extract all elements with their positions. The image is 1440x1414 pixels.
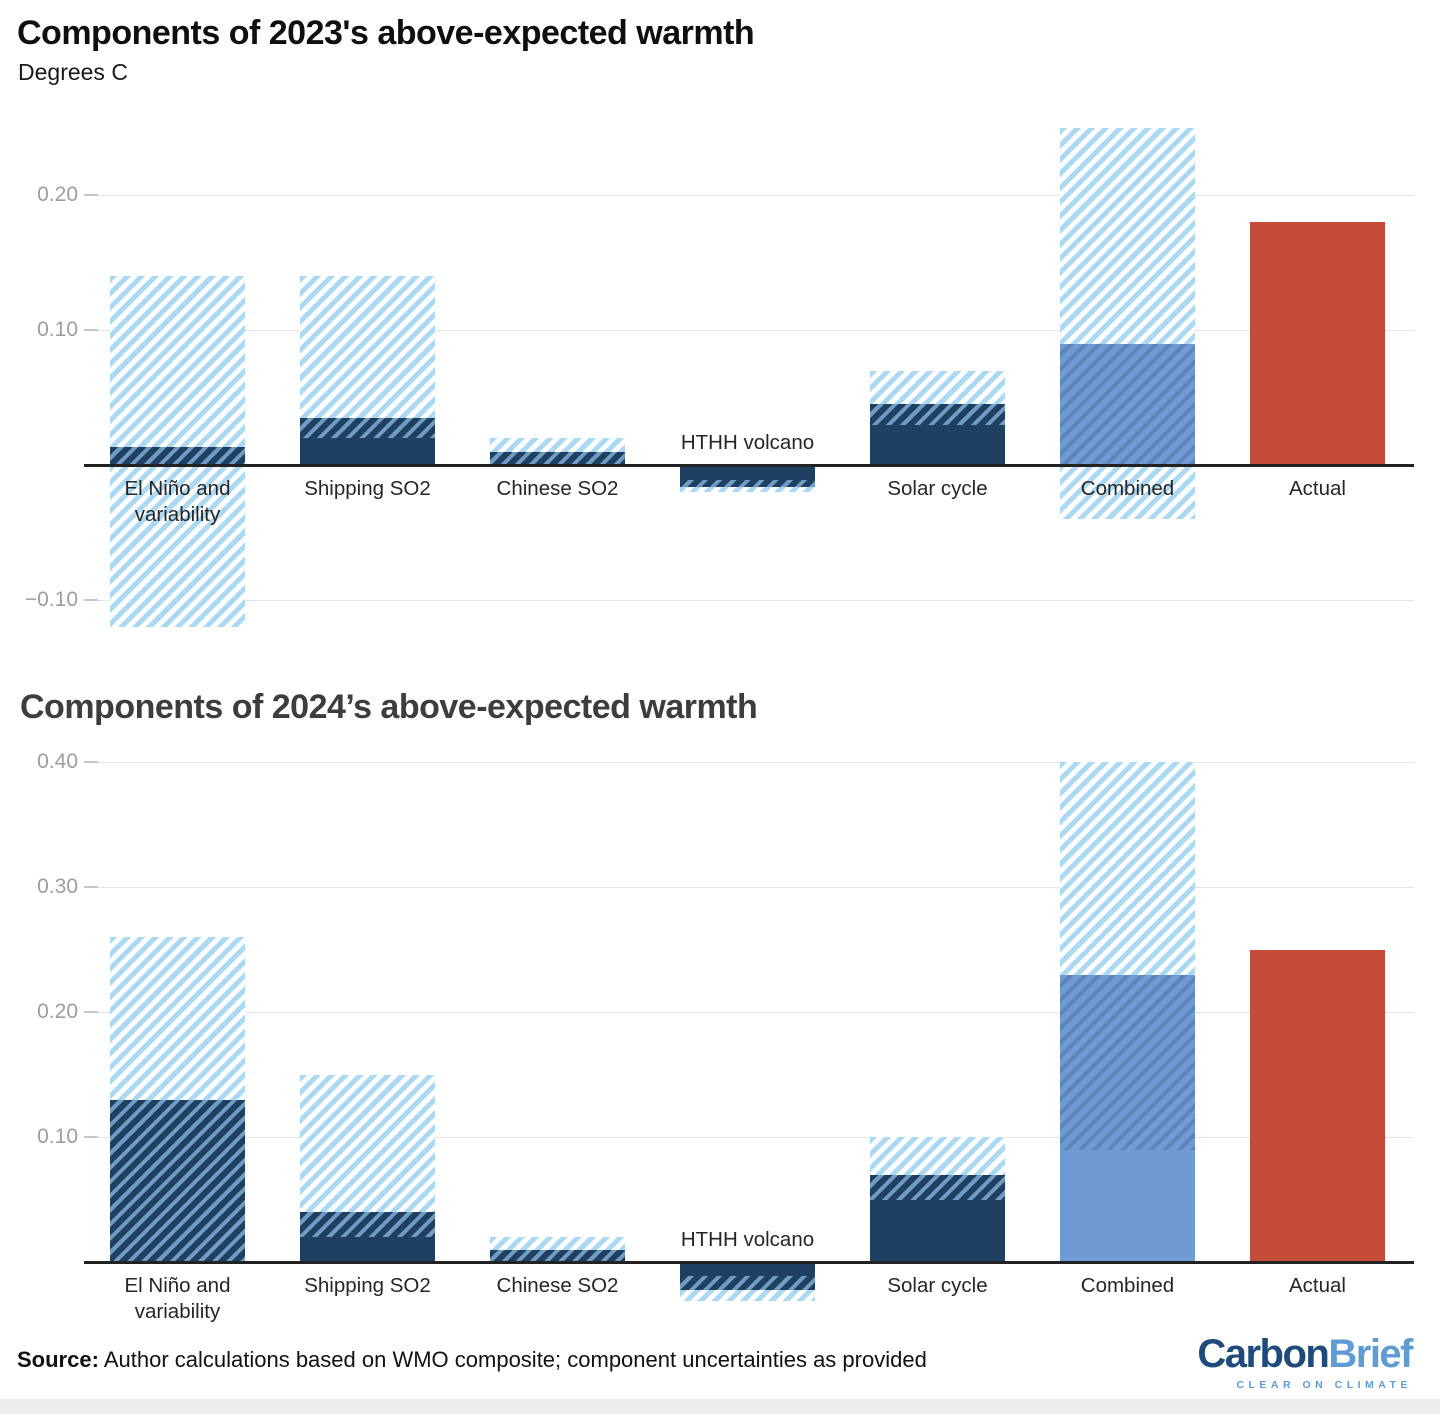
category-label-combined: Combined bbox=[1080, 477, 1175, 500]
tick-mark-0.40 bbox=[84, 761, 98, 763]
bar-el-ni-o-and-variability-overlap bbox=[110, 447, 245, 465]
bar-hthh-volcano-solid bbox=[680, 465, 815, 480]
bar-combined-solid bbox=[1060, 1149, 1195, 1262]
category-label-el-ni-o-and-variability: El Niño and variability bbox=[124, 477, 231, 526]
category-label-chinese-so2: Chinese SO2 bbox=[496, 477, 619, 500]
source-note: Source: Author calculations based on WMO… bbox=[17, 1347, 927, 1373]
bar-combined-light bbox=[1060, 465, 1195, 519]
chart-title-2024: Components of 2024’s above-expected warm… bbox=[20, 688, 758, 726]
y-tick-label-0.20: 0.20 bbox=[37, 1000, 78, 1023]
category-label-solar-cycle: Solar cycle bbox=[887, 477, 988, 500]
logo-brief: Brief bbox=[1328, 1332, 1413, 1376]
carbonbrief-wordmark: CarbonBrief bbox=[1197, 1332, 1413, 1376]
bar-chinese-so2-overlap bbox=[490, 1249, 625, 1262]
bar-solar-cycle-overlap bbox=[870, 404, 1005, 425]
bar-chinese-so2-overlap bbox=[490, 451, 625, 465]
source-text: Author calculations based on WMO composi… bbox=[98, 1347, 927, 1372]
category-label-actual: Actual bbox=[1289, 1274, 1346, 1297]
bar-hthh-volcano-overlap bbox=[680, 479, 815, 487]
category-label-actual: Actual bbox=[1289, 477, 1346, 500]
x-axis-baseline bbox=[84, 1261, 1414, 1264]
category-label-solar-cycle: Solar cycle bbox=[887, 1274, 988, 1297]
chart-2024-plot-area: 0.40 0.30 0.20 0.10 El Niño and variability S… bbox=[0, 745, 1440, 1340]
tick-mark-0.10 bbox=[84, 329, 98, 331]
bar-el-ni-o-and-variability-light bbox=[110, 276, 245, 448]
category-label-hthh-volcano: HTHH volcano bbox=[680, 431, 815, 455]
y-tick-label-0.20: 0.20 bbox=[37, 183, 78, 206]
y-tick-label-−0.10: −0.10 bbox=[24, 588, 78, 611]
tick-mark-0.10 bbox=[84, 1136, 98, 1138]
bar-hthh-volcano-light bbox=[680, 1289, 815, 1301]
category-label-el-ni-o-and-variability: El Niño and variability bbox=[124, 1274, 231, 1323]
y-tick-label-0.10: 0.10 bbox=[37, 318, 78, 341]
bar-combined-light bbox=[1060, 762, 1195, 975]
bar-chinese-so2-light bbox=[490, 438, 625, 452]
bar-shipping-so2-solid bbox=[300, 1237, 435, 1262]
tick-mark-0.20 bbox=[84, 1011, 98, 1013]
bar-el-ni-o-and-variability-overlap bbox=[110, 1099, 245, 1262]
category-label-hthh-volcano: HTHH volcano bbox=[680, 1228, 815, 1252]
bar-chinese-so2-light bbox=[490, 1237, 625, 1250]
category-label-combined: Combined bbox=[1080, 1274, 1175, 1297]
gridline-0.20 bbox=[84, 1011, 1414, 1013]
tick-mark-−0.10 bbox=[84, 599, 98, 601]
bar-hthh-volcano-solid bbox=[680, 1262, 815, 1276]
logo-tagline: CLEAR ON CLIMATE bbox=[1236, 1379, 1412, 1391]
gridline-−0.10 bbox=[84, 599, 1414, 601]
bar-solar-cycle-light bbox=[870, 370, 1005, 405]
source-label: Source: bbox=[17, 1347, 99, 1372]
gridline-0.10 bbox=[84, 329, 1414, 331]
bar-combined-overlap bbox=[1060, 974, 1195, 1150]
category-label-shipping-so2: Shipping SO2 bbox=[304, 477, 431, 500]
y-tick-label-0.30: 0.30 bbox=[37, 875, 78, 898]
bar-shipping-so2-solid bbox=[300, 438, 435, 465]
bar-hthh-volcano-overlap bbox=[680, 1275, 815, 1290]
bar-shipping-so2-overlap bbox=[300, 417, 435, 438]
gridline-0.30 bbox=[84, 886, 1414, 888]
chart-title-2023: Components of 2023's above-expected warm… bbox=[17, 14, 755, 52]
y-tick-label-0.40: 0.40 bbox=[37, 750, 78, 773]
bar-solar-cycle-overlap bbox=[870, 1174, 1005, 1200]
chart-2023-plot-area: 0.20 0.10 −0.10 El Niño and variability Ship… bbox=[0, 110, 1440, 655]
y-tick-label-0.10: 0.10 bbox=[37, 1125, 78, 1148]
chart-subtitle-degrees-c: Degrees C bbox=[18, 59, 128, 85]
tick-mark-0.20 bbox=[84, 194, 98, 196]
bar-el-ni-o-and-variability-light bbox=[110, 937, 245, 1100]
tick-mark-0.30 bbox=[84, 886, 98, 888]
bar-solar-cycle-light bbox=[870, 1137, 1005, 1175]
bottom-gray-strip bbox=[0, 1399, 1440, 1414]
bar-hthh-volcano-light bbox=[680, 486, 815, 492]
gridline-0.20 bbox=[84, 194, 1414, 196]
gridline-0.10 bbox=[84, 1136, 1414, 1138]
bar-solar-cycle-solid bbox=[870, 1199, 1005, 1262]
bar-shipping-so2-light bbox=[300, 1074, 435, 1212]
bar-el-ni-o-and-variability-light bbox=[110, 465, 245, 627]
bar-combined-light bbox=[1060, 127, 1195, 344]
bar-shipping-so2-light bbox=[300, 276, 435, 418]
category-label-shipping-so2: Shipping SO2 bbox=[304, 1274, 431, 1297]
gridline-0.40 bbox=[84, 761, 1414, 763]
bar-shipping-so2-overlap bbox=[300, 1212, 435, 1237]
bar-actual-solid bbox=[1250, 949, 1385, 1262]
logo-carbon: Carbon bbox=[1197, 1332, 1330, 1376]
category-label-chinese-so2: Chinese SO2 bbox=[496, 1274, 619, 1297]
bar-actual-solid bbox=[1250, 222, 1385, 465]
x-axis-baseline bbox=[84, 464, 1414, 467]
bar-combined-overlap bbox=[1060, 343, 1195, 465]
carbonbrief-logo: CarbonBrief CLEAR ON CLIMATE bbox=[1197, 1332, 1413, 1391]
bar-solar-cycle-solid bbox=[870, 424, 1005, 465]
